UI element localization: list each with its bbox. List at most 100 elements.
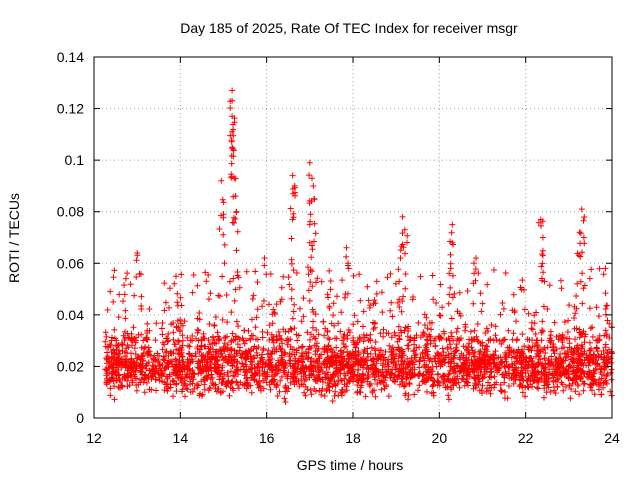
- data-point: [542, 350, 549, 356]
- data-point: [232, 216, 239, 222]
- data-point: [327, 278, 334, 284]
- data-point: [302, 372, 309, 379]
- data-point: [248, 389, 255, 396]
- data-point: [429, 358, 435, 365]
- data-point: [563, 367, 570, 374]
- data-point: [284, 373, 291, 380]
- data-point: [524, 377, 531, 384]
- data-point: [534, 374, 541, 381]
- data-point: [254, 306, 261, 313]
- data-point: [215, 333, 221, 340]
- data-point: [344, 348, 351, 355]
- data-point: [479, 300, 486, 307]
- data-point: [185, 350, 192, 357]
- data-point: [558, 364, 565, 371]
- data-point: [331, 393, 338, 399]
- data-point: [562, 383, 569, 390]
- data-point: [454, 375, 460, 382]
- data-point: [282, 349, 289, 356]
- data-point: [334, 368, 341, 375]
- data-point: [472, 349, 478, 355]
- data-point: [338, 354, 345, 361]
- data-point: [440, 372, 447, 379]
- data-point: [301, 377, 308, 384]
- data-point: [206, 321, 213, 327]
- data-point: [404, 363, 411, 370]
- data-point: [287, 357, 294, 364]
- data-point: [446, 291, 453, 298]
- data-point: [291, 363, 298, 370]
- data-point: [366, 382, 373, 389]
- data-point: [528, 325, 535, 332]
- data-point: [360, 338, 367, 345]
- data-point: [330, 371, 337, 378]
- data-point: [105, 358, 112, 365]
- data-point: [314, 378, 321, 385]
- data-point: [337, 377, 344, 383]
- data-point: [370, 300, 377, 307]
- data-point: [122, 373, 129, 380]
- data-point: [328, 320, 335, 327]
- data-point: [141, 371, 148, 378]
- data-point: [399, 358, 406, 364]
- data-point: [280, 326, 287, 333]
- data-point: [145, 351, 152, 358]
- data-point: [349, 349, 356, 355]
- data-point: [594, 336, 601, 343]
- data-point: [377, 347, 384, 354]
- data-point: [241, 372, 248, 379]
- data-point: [497, 354, 504, 361]
- data-point: [138, 306, 145, 312]
- data-point: [306, 297, 313, 304]
- data-point: [410, 348, 417, 355]
- data-point: [182, 373, 189, 380]
- x-tick-label: 12: [86, 430, 102, 446]
- data-point: [463, 378, 470, 385]
- data-point: [592, 367, 599, 373]
- data-point: [371, 297, 378, 304]
- data-point: [138, 368, 145, 375]
- data-point: [484, 362, 491, 369]
- data-point: [593, 365, 600, 372]
- data-point: [445, 351, 452, 358]
- data-point: [501, 395, 508, 402]
- data-point: [143, 379, 150, 386]
- data-point: [471, 270, 478, 277]
- data-point: [282, 399, 289, 405]
- data-point: [218, 212, 224, 219]
- data-point: [510, 330, 517, 337]
- data-point: [281, 369, 287, 376]
- data-point: [334, 293, 340, 300]
- data-point: [391, 329, 398, 336]
- data-point: [586, 339, 593, 346]
- data-point: [458, 368, 464, 375]
- data-point: [327, 286, 334, 293]
- data-point: [451, 350, 458, 357]
- data-point: [247, 382, 254, 389]
- data-point: [287, 363, 294, 370]
- data-point: [267, 386, 274, 393]
- data-point: [340, 365, 347, 371]
- data-point: [163, 299, 169, 306]
- data-point: [579, 300, 586, 307]
- data-point: [581, 214, 588, 220]
- data-point: [592, 360, 599, 367]
- data-point: [323, 374, 329, 381]
- data-point: [104, 354, 111, 360]
- data-point: [159, 362, 166, 368]
- data-point: [425, 369, 432, 376]
- data-point: [127, 281, 134, 288]
- data-point: [380, 357, 387, 364]
- data-point: [179, 353, 185, 360]
- data-point: [290, 308, 297, 315]
- data-point: [575, 382, 582, 389]
- data-point: [228, 160, 235, 167]
- data-point: [504, 344, 511, 351]
- data-point: [439, 304, 446, 311]
- data-point: [263, 271, 270, 278]
- data-point: [178, 271, 185, 278]
- data-point: [306, 200, 313, 207]
- data-point: [170, 336, 177, 343]
- data-point: [492, 332, 499, 339]
